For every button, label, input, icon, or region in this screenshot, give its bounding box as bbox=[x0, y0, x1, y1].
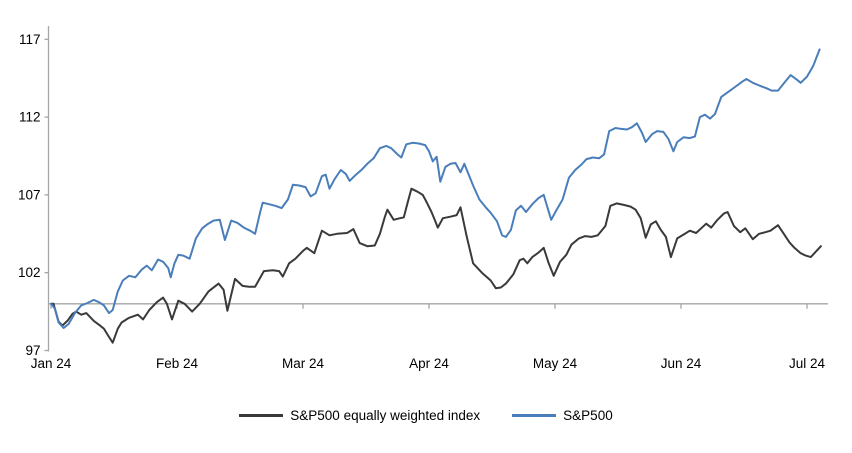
y-tick-label: 107 bbox=[18, 187, 41, 202]
x-tick-label: Jan 24 bbox=[31, 356, 72, 371]
y-tick-label: 97 bbox=[25, 343, 40, 358]
sp500-line-swatch bbox=[512, 414, 557, 417]
x-tick-label: Feb 24 bbox=[156, 356, 199, 371]
x-tick-label: Mar 24 bbox=[282, 356, 325, 371]
legend-item-sp500: S&P500 bbox=[512, 408, 613, 423]
legend-item-equal-weight: S&P500 equally weighted index bbox=[239, 408, 480, 423]
x-tick-label: Jul 24 bbox=[789, 356, 826, 371]
y-tick-label: 102 bbox=[18, 265, 41, 280]
series-line-sp500 bbox=[50, 48, 821, 329]
y-tick-label: 117 bbox=[19, 32, 41, 47]
x-tick-label: Apr 24 bbox=[409, 356, 449, 371]
equal-weight-line-swatch bbox=[239, 414, 284, 417]
y-tick-label: 112 bbox=[19, 110, 41, 125]
legend-label-sp500: S&P500 bbox=[563, 408, 613, 423]
series-line-equal-weight bbox=[50, 187, 822, 344]
legend-label-equal-weight: S&P500 equally weighted index bbox=[290, 408, 481, 423]
x-tick-label: May 24 bbox=[533, 356, 578, 371]
x-tick-label: Jun 24 bbox=[661, 356, 702, 371]
chart-legend: S&P500 equally weighted index S&P500 bbox=[0, 408, 852, 423]
